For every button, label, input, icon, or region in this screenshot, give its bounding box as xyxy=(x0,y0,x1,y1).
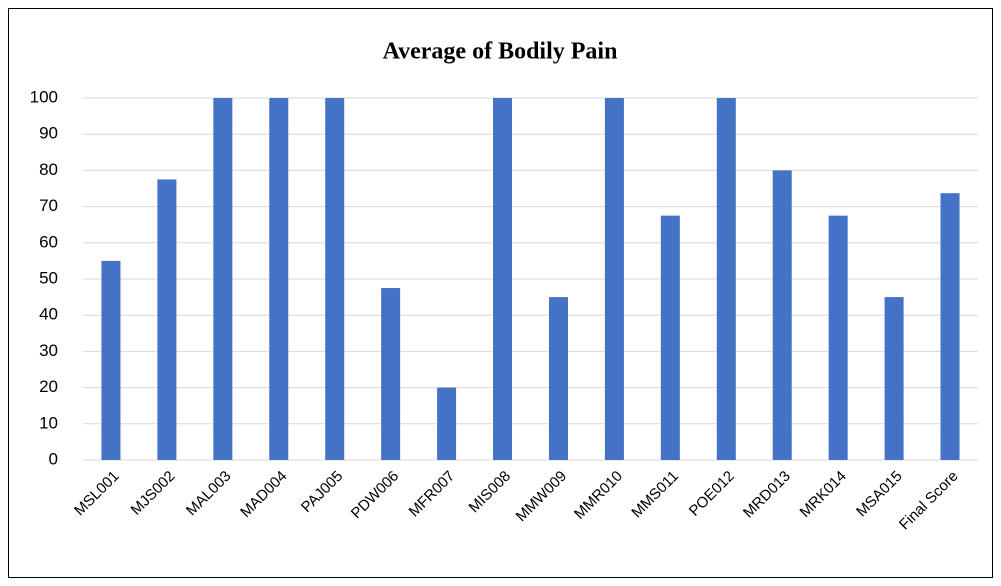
chart-title: Average of Bodily Pain xyxy=(383,39,618,65)
y-tick-label: 60 xyxy=(39,232,58,251)
y-tick-label: 100 xyxy=(30,87,58,106)
y-tick-label: 40 xyxy=(39,305,58,324)
bar xyxy=(213,98,233,460)
bar xyxy=(660,215,680,460)
bar xyxy=(828,215,848,460)
bar xyxy=(772,170,792,460)
bar xyxy=(548,297,568,460)
y-tick-label: 90 xyxy=(39,124,58,143)
bar xyxy=(381,288,401,460)
y-tick-label: 80 xyxy=(39,160,58,179)
y-tick-label: 10 xyxy=(39,413,58,432)
bar xyxy=(101,260,121,460)
bar xyxy=(269,98,289,460)
bar xyxy=(604,98,624,460)
bar xyxy=(716,98,736,460)
y-tick-label: 30 xyxy=(39,341,58,360)
bar xyxy=(325,98,345,460)
bar xyxy=(157,179,177,460)
y-tick-label: 50 xyxy=(39,268,58,287)
y-tick-label: 70 xyxy=(39,196,58,215)
bar xyxy=(884,297,904,460)
y-tick-label: 0 xyxy=(49,449,58,468)
bar xyxy=(493,98,513,460)
y-tick-label: 20 xyxy=(39,377,58,396)
bar xyxy=(940,193,960,460)
bar xyxy=(437,387,457,460)
